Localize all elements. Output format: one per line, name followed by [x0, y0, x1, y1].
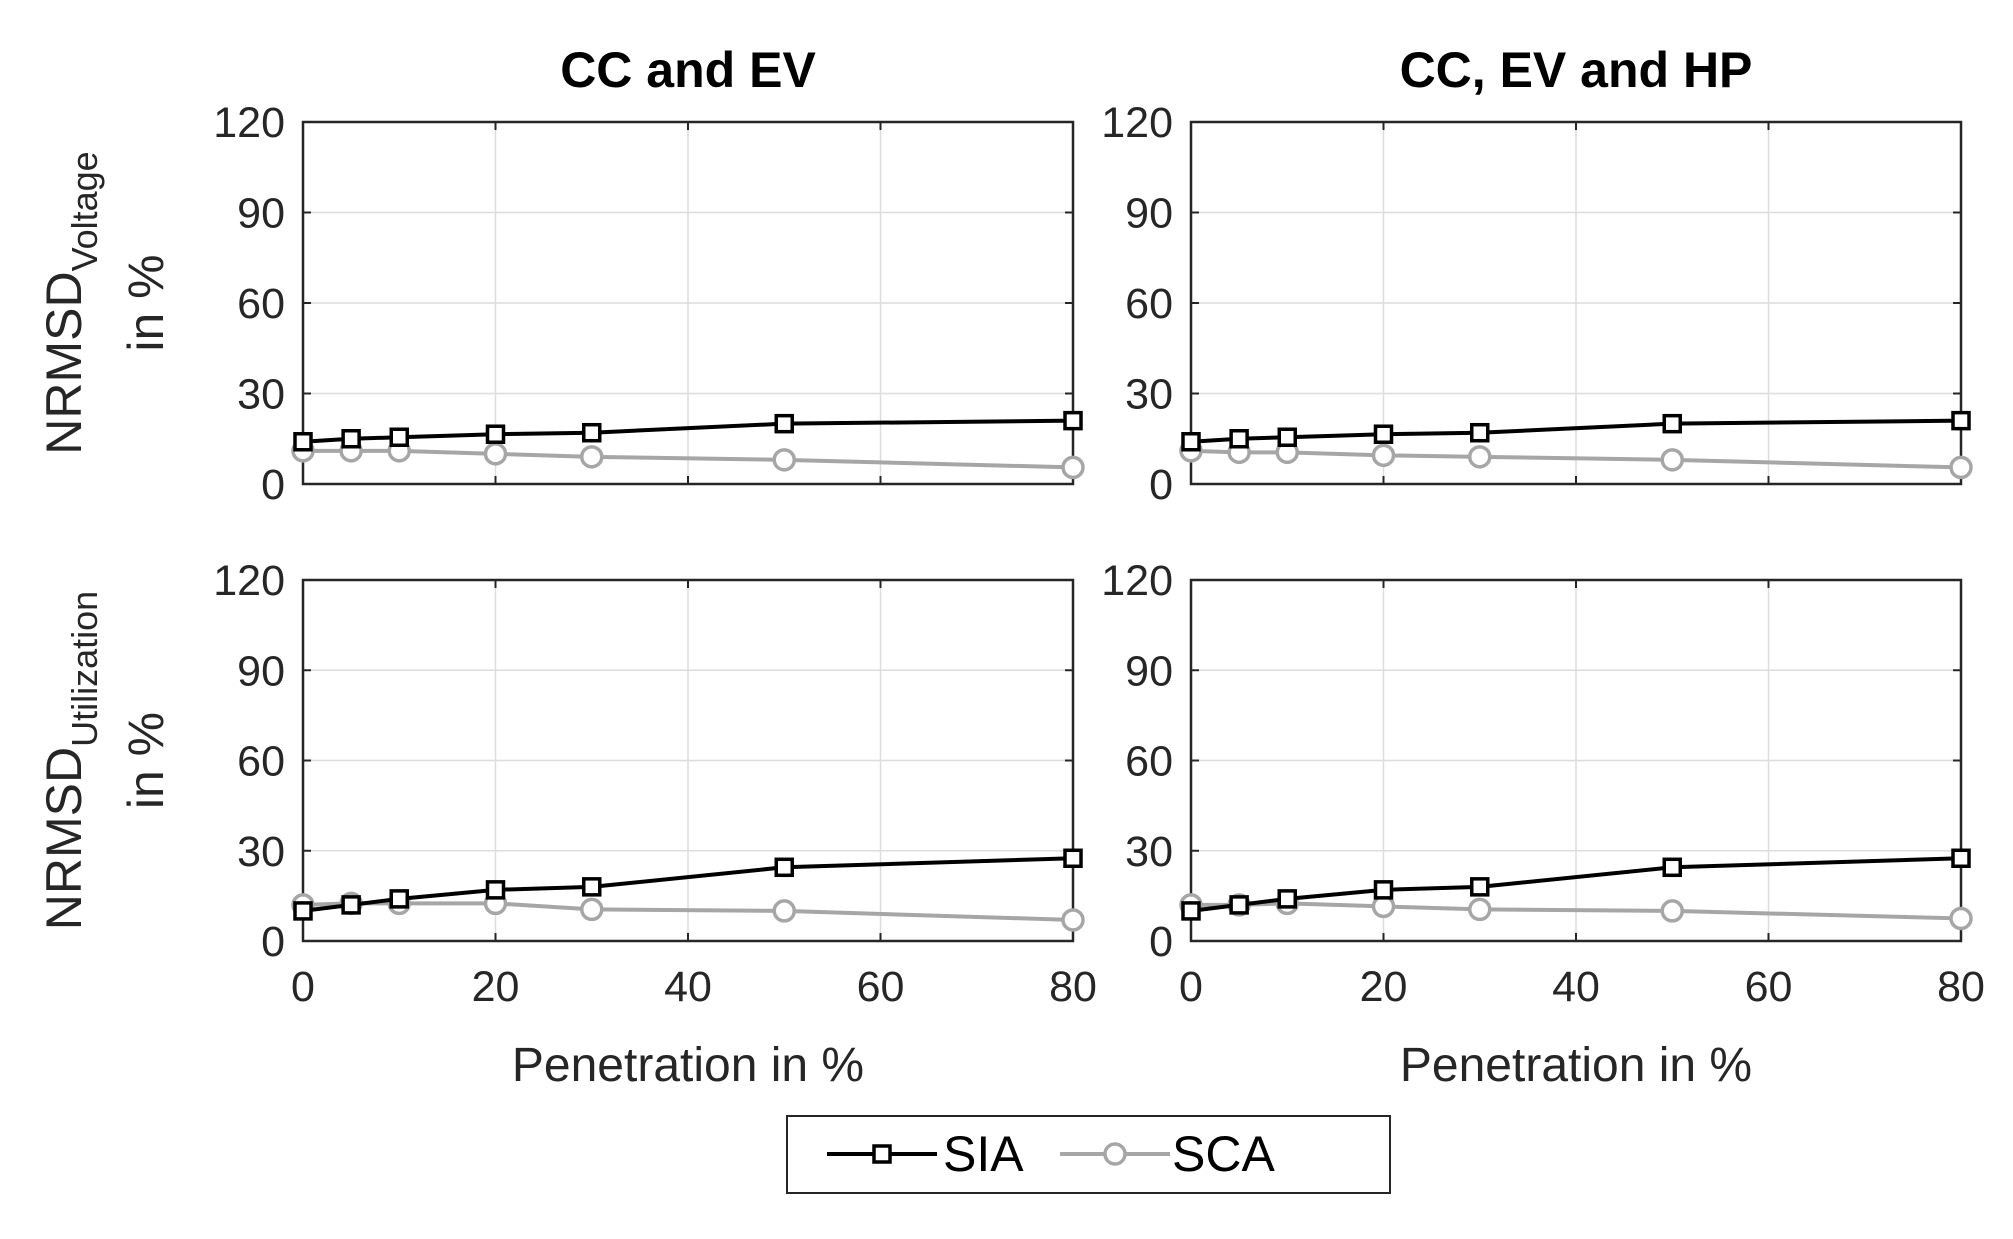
data-point-sia — [293, 901, 313, 921]
data-point-sca — [1949, 455, 1973, 480]
y-axis-label: NRMSDUtilization — [36, 591, 105, 930]
y-tick-label: 120 — [1101, 99, 1173, 147]
y-axis-label-subscript: Utilization — [64, 591, 105, 747]
x-tick-label: 20 — [1360, 963, 1408, 1011]
data-point-sia — [1470, 877, 1490, 897]
data-point-sia — [1373, 880, 1394, 900]
data-point-sca — [1660, 899, 1684, 923]
panel-bottom-left: 0 30 60 90 120 0 20 40 60 80 Penetration in % NRMSD… — [36, 557, 1097, 1092]
x-tick-label: 20 — [472, 963, 520, 1011]
y-axis-label: NRMSDVoltage — [36, 151, 105, 454]
y-tick-label: 60 — [1125, 738, 1173, 786]
data-point-sia — [774, 413, 794, 434]
data-point-sia — [341, 429, 361, 449]
panel-title: CC and EV — [560, 42, 816, 98]
data-point-sia — [1662, 857, 1682, 878]
y-axis-label-line2: in % — [118, 254, 174, 351]
data-point-sia — [1373, 424, 1394, 444]
data-point-sia — [1063, 848, 1083, 869]
data-point-sca — [580, 897, 604, 922]
data-point-sca — [1061, 908, 1085, 932]
data-point-sia — [293, 432, 313, 452]
data-point-sia — [774, 857, 794, 878]
x-tick-label: 0 — [1179, 963, 1203, 1011]
x-tick-label: 40 — [1552, 963, 1600, 1011]
y-tick-label: 30 — [237, 828, 285, 876]
y-axis-label-main: NRMSD — [36, 747, 92, 930]
y-tick-label: 30 — [1125, 371, 1173, 419]
data-point-sia — [1229, 895, 1249, 915]
data-point-sca — [580, 445, 604, 469]
data-point-sia — [1277, 889, 1297, 909]
data-point-sca — [772, 448, 796, 472]
y-tick-label: 90 — [1125, 647, 1173, 695]
data-point-sia — [485, 424, 506, 444]
y-tick-label: 0 — [1149, 461, 1173, 509]
legend-sca-label: SCA — [1172, 1126, 1275, 1182]
y-tick-label: 120 — [213, 557, 285, 605]
y-tick-label: 120 — [1101, 557, 1173, 605]
axes-frame — [1189, 578, 1963, 943]
legend: SIA SCA — [786, 1115, 1391, 1194]
data-point-sia — [582, 422, 602, 443]
data-point-sia — [1470, 422, 1490, 443]
x-axis-label: Penetration in % — [512, 1039, 864, 1092]
y-axis-label-line2: in % — [118, 712, 174, 809]
data-point-sia — [1063, 410, 1083, 431]
y-tick-label: 0 — [261, 461, 285, 509]
data-point-sia — [1951, 410, 1971, 431]
axes-frame — [301, 578, 1075, 943]
axes-frame — [301, 120, 1075, 486]
data-point-sca — [1660, 448, 1684, 472]
x-tick-label: 80 — [1049, 963, 1097, 1011]
y-tick-label: 60 — [1125, 280, 1173, 328]
panel-bottom-right: 0 30 60 90 120 0 20 40 60 80 Penetration in % — [1101, 557, 1985, 1092]
y-tick-label: 120 — [213, 99, 285, 147]
y-axis-label-main: NRMSD — [36, 271, 92, 454]
y-tick-label: 30 — [1125, 828, 1173, 876]
data-point-sia — [389, 427, 409, 447]
y-tick-label: 60 — [237, 738, 285, 786]
data-point-sia — [1277, 427, 1297, 447]
data-point-sca — [1468, 897, 1492, 922]
y-axis-label-subscript: Voltage — [64, 151, 105, 271]
data-point-sia — [582, 877, 602, 897]
data-point-sia — [389, 889, 409, 909]
data-point-sca — [772, 899, 796, 923]
data-point-sca — [1468, 445, 1492, 469]
x-tick-label: 60 — [857, 963, 905, 1011]
y-tick-label: 60 — [237, 280, 285, 328]
y-tick-label: 0 — [1149, 918, 1173, 966]
panel-title: CC, EV and HP — [1400, 42, 1753, 98]
panel-top-right: 0 30 60 90 120 CC, EV and HP — [1101, 42, 1973, 509]
y-tick-label: 90 — [237, 190, 285, 238]
data-point-sia — [341, 895, 361, 915]
data-point-sia — [1951, 848, 1971, 869]
data-point-sia — [1229, 429, 1249, 449]
legend-sia-square-marker — [872, 1144, 892, 1164]
y-tick-label: 30 — [237, 371, 285, 419]
data-point-sca — [1371, 443, 1396, 468]
data-point-sca — [1061, 455, 1085, 480]
axes-frame — [1189, 120, 1963, 486]
x-tick-label: 60 — [1745, 963, 1793, 1011]
data-point-sia — [1662, 413, 1682, 434]
data-point-sia — [485, 880, 506, 900]
data-point-sia — [1181, 432, 1201, 452]
data-point-sia — [1181, 901, 1201, 921]
x-tick-label: 40 — [664, 963, 712, 1011]
x-axis-label: Penetration in % — [1400, 1039, 1752, 1092]
y-tick-label: 90 — [237, 647, 285, 695]
x-tick-label: 80 — [1937, 963, 1985, 1011]
x-tick-label: 0 — [291, 963, 315, 1011]
legend-sca-circle-marker — [1103, 1142, 1127, 1166]
y-tick-label: 0 — [261, 918, 285, 966]
y-tick-label: 90 — [1125, 190, 1173, 238]
data-point-sca — [1949, 906, 1973, 931]
data-point-sca — [483, 442, 508, 466]
legend-sia-label: SIA — [943, 1126, 1024, 1182]
